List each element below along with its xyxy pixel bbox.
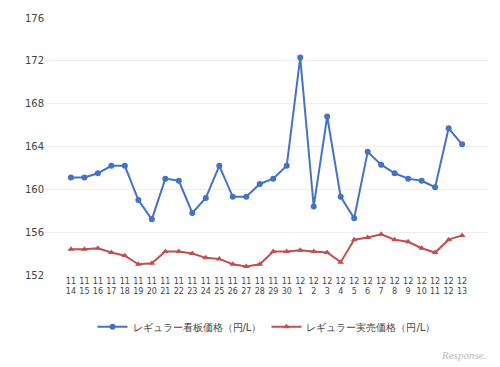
svg-text:1123: 1123 (187, 277, 197, 296)
svg-text:1114: 1114 (66, 277, 76, 296)
svg-text:127: 127 (376, 277, 386, 296)
svg-text:124: 124 (336, 277, 346, 296)
svg-text:1119: 1119 (133, 277, 143, 296)
svg-text:129: 129 (403, 277, 413, 296)
svg-text:レギュラー看板価格（円/L）: レギュラー看板価格（円/L） (133, 322, 262, 333)
svg-text:1124: 1124 (201, 277, 211, 296)
svg-text:156: 156 (25, 227, 44, 238)
svg-text:121: 121 (295, 277, 305, 296)
svg-text:1117: 1117 (106, 277, 116, 296)
svg-text:1130: 1130 (282, 277, 292, 296)
svg-text:1125: 1125 (214, 277, 224, 296)
svg-text:152: 152 (25, 270, 44, 281)
svg-text:164: 164 (25, 141, 44, 152)
svg-text:1129: 1129 (268, 277, 278, 296)
svg-text:176: 176 (25, 13, 44, 24)
svg-text:1126: 1126 (228, 277, 238, 296)
svg-text:1121: 1121 (160, 277, 170, 296)
svg-text:128: 128 (390, 277, 400, 296)
svg-text:1128: 1128 (255, 277, 265, 296)
svg-text:1211: 1211 (430, 277, 440, 296)
svg-text:1115: 1115 (79, 277, 89, 296)
svg-text:Response.: Response. (441, 349, 486, 361)
svg-text:レギュラー実売価格（円/L）: レギュラー実売価格（円/L） (306, 322, 435, 333)
svg-text:1120: 1120 (147, 277, 157, 296)
svg-text:168: 168 (25, 98, 44, 109)
svg-text:1210: 1210 (417, 277, 427, 296)
svg-text:160: 160 (25, 184, 44, 195)
svg-text:1213: 1213 (457, 277, 467, 296)
svg-text:172: 172 (25, 55, 44, 66)
svg-text:1212: 1212 (444, 277, 454, 296)
svg-text:1127: 1127 (241, 277, 251, 296)
svg-text:122: 122 (309, 277, 319, 296)
svg-text:123: 123 (322, 277, 332, 296)
svg-text:1118: 1118 (120, 277, 130, 296)
svg-text:125: 125 (349, 277, 359, 296)
svg-text:1122: 1122 (174, 277, 184, 296)
svg-text:126: 126 (363, 277, 373, 296)
svg-text:1116: 1116 (93, 277, 103, 296)
